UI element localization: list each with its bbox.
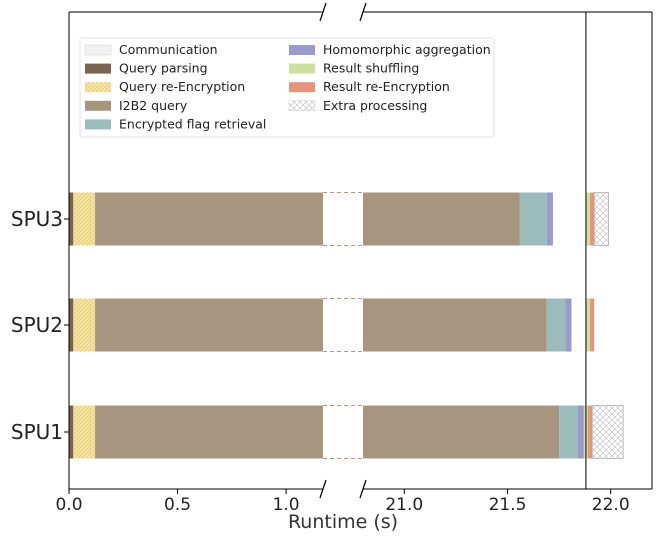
bar-spu3-result-re-encryption	[590, 192, 595, 246]
legend-item-query-parsing: Query parsing	[85, 61, 208, 76]
bar-spu1-encrypted-flag-retrieval	[559, 405, 578, 459]
x-tick-label: 21.5	[489, 495, 527, 515]
legend-label: Query re-Encryption	[119, 79, 245, 94]
bar-spu3-i2b2-query-right	[363, 192, 520, 246]
x-tick-label: 0.0	[55, 495, 82, 515]
legend-swatch	[85, 63, 111, 74]
legend-label: Homomorphic aggregation	[323, 42, 491, 57]
bar-spu1-result-re-encryption	[588, 405, 593, 459]
legend-swatch	[85, 100, 111, 111]
x-tick-label: 21.0	[385, 495, 423, 515]
bar-spu2-result-shuffling	[585, 298, 591, 352]
bar-spu1	[69, 405, 624, 459]
legend-swatch	[85, 82, 111, 93]
legend-item-query-re-encryption: Query re-Encryption	[85, 79, 245, 94]
legend-item-encrypted-flag-retrieval: Encrypted flag retrieval	[85, 116, 266, 131]
axes-layer: 0.0 0.5 1.0 21.0 21.5 22.0 SPU3 SPU2 SPU1	[11, 2, 653, 515]
legend: Communication Query parsing Query re-Encry…	[79, 37, 495, 138]
legend-label: Communication	[119, 42, 218, 57]
legend-swatch	[84, 44, 112, 56]
legend-swatch	[289, 82, 315, 93]
legend-label: Encrypted flag retrieval	[119, 116, 266, 131]
legend-label: Query parsing	[119, 61, 208, 76]
bar-spu1-i2b2-query-left	[95, 405, 323, 459]
bar-spu1-query-parsing	[69, 405, 74, 459]
bar-spu3-homomorphic-aggregation	[546, 192, 553, 246]
legend-swatch	[289, 45, 315, 55]
legend-label: I2B2 query	[119, 98, 188, 113]
bar-spu2-encrypted-flag-retrieval	[546, 298, 566, 352]
y-category-label: SPU3	[11, 207, 63, 231]
y-category-label: SPU1	[11, 420, 63, 444]
x-tick-label: 1.0	[273, 495, 300, 515]
legend-item-extra-processing: Extra processing	[288, 98, 427, 113]
bar-spu2-i2b2-query-right	[363, 298, 547, 352]
y-category-label: SPU2	[11, 313, 63, 337]
bar-spu2-query-parsing	[69, 298, 74, 352]
bar-spu3-encrypted-flag-retrieval	[519, 192, 547, 246]
bar-spu1-homomorphic-aggregation	[577, 405, 584, 459]
bar-spu2-i2b2-query-left	[95, 298, 323, 352]
bar-spu3	[69, 192, 609, 246]
bar-spu3-i2b2-query-left	[95, 192, 323, 246]
legend-swatch	[85, 119, 111, 130]
bar-spu2-query-re-encryption	[73, 298, 96, 352]
bar-spu3-query-re-encryption	[73, 192, 96, 246]
x-tick-label: 0.5	[164, 495, 191, 515]
x-axis-title: Runtime (s)	[288, 511, 398, 533]
legend-label: Result shuffling	[323, 61, 419, 76]
legend-item-homomorphic-aggregation: Homomorphic aggregation	[289, 42, 491, 57]
bar-spu1-query-re-encryption	[73, 405, 96, 459]
x-tick-label: 22.0	[592, 495, 630, 515]
bar-spu2	[69, 298, 595, 352]
bar-spu2-homomorphic-aggregation	[565, 298, 572, 352]
axis-break-mark	[319, 479, 327, 499]
legend-label: Extra processing	[323, 98, 427, 113]
legend-item-result-shuffling: Result shuffling	[289, 61, 419, 76]
legend-swatch	[289, 63, 315, 74]
legend-swatch	[288, 100, 316, 112]
legend-item-i2b2-query: I2B2 query	[85, 98, 188, 113]
axis-break-mark	[359, 479, 367, 499]
legend-box	[79, 37, 495, 138]
bar-spu3-result-shuffling	[585, 192, 591, 246]
bar-spu3-query-parsing	[69, 192, 74, 246]
bar-spu3-extra-processing	[593, 192, 609, 246]
axis-break-mark	[359, 2, 367, 22]
legend-item-result-re-encryption: Result re-Encryption	[289, 79, 450, 94]
legend-label: Result re-Encryption	[323, 79, 450, 94]
bar-spu2-result-re-encryption	[590, 298, 595, 352]
legend-item-communication: Communication	[84, 42, 218, 57]
bar-spu1-extra-processing	[591, 405, 624, 459]
axis-break-mark	[319, 2, 327, 22]
bars-layer	[69, 192, 624, 459]
bar-spu1-i2b2-query-right	[363, 405, 560, 459]
